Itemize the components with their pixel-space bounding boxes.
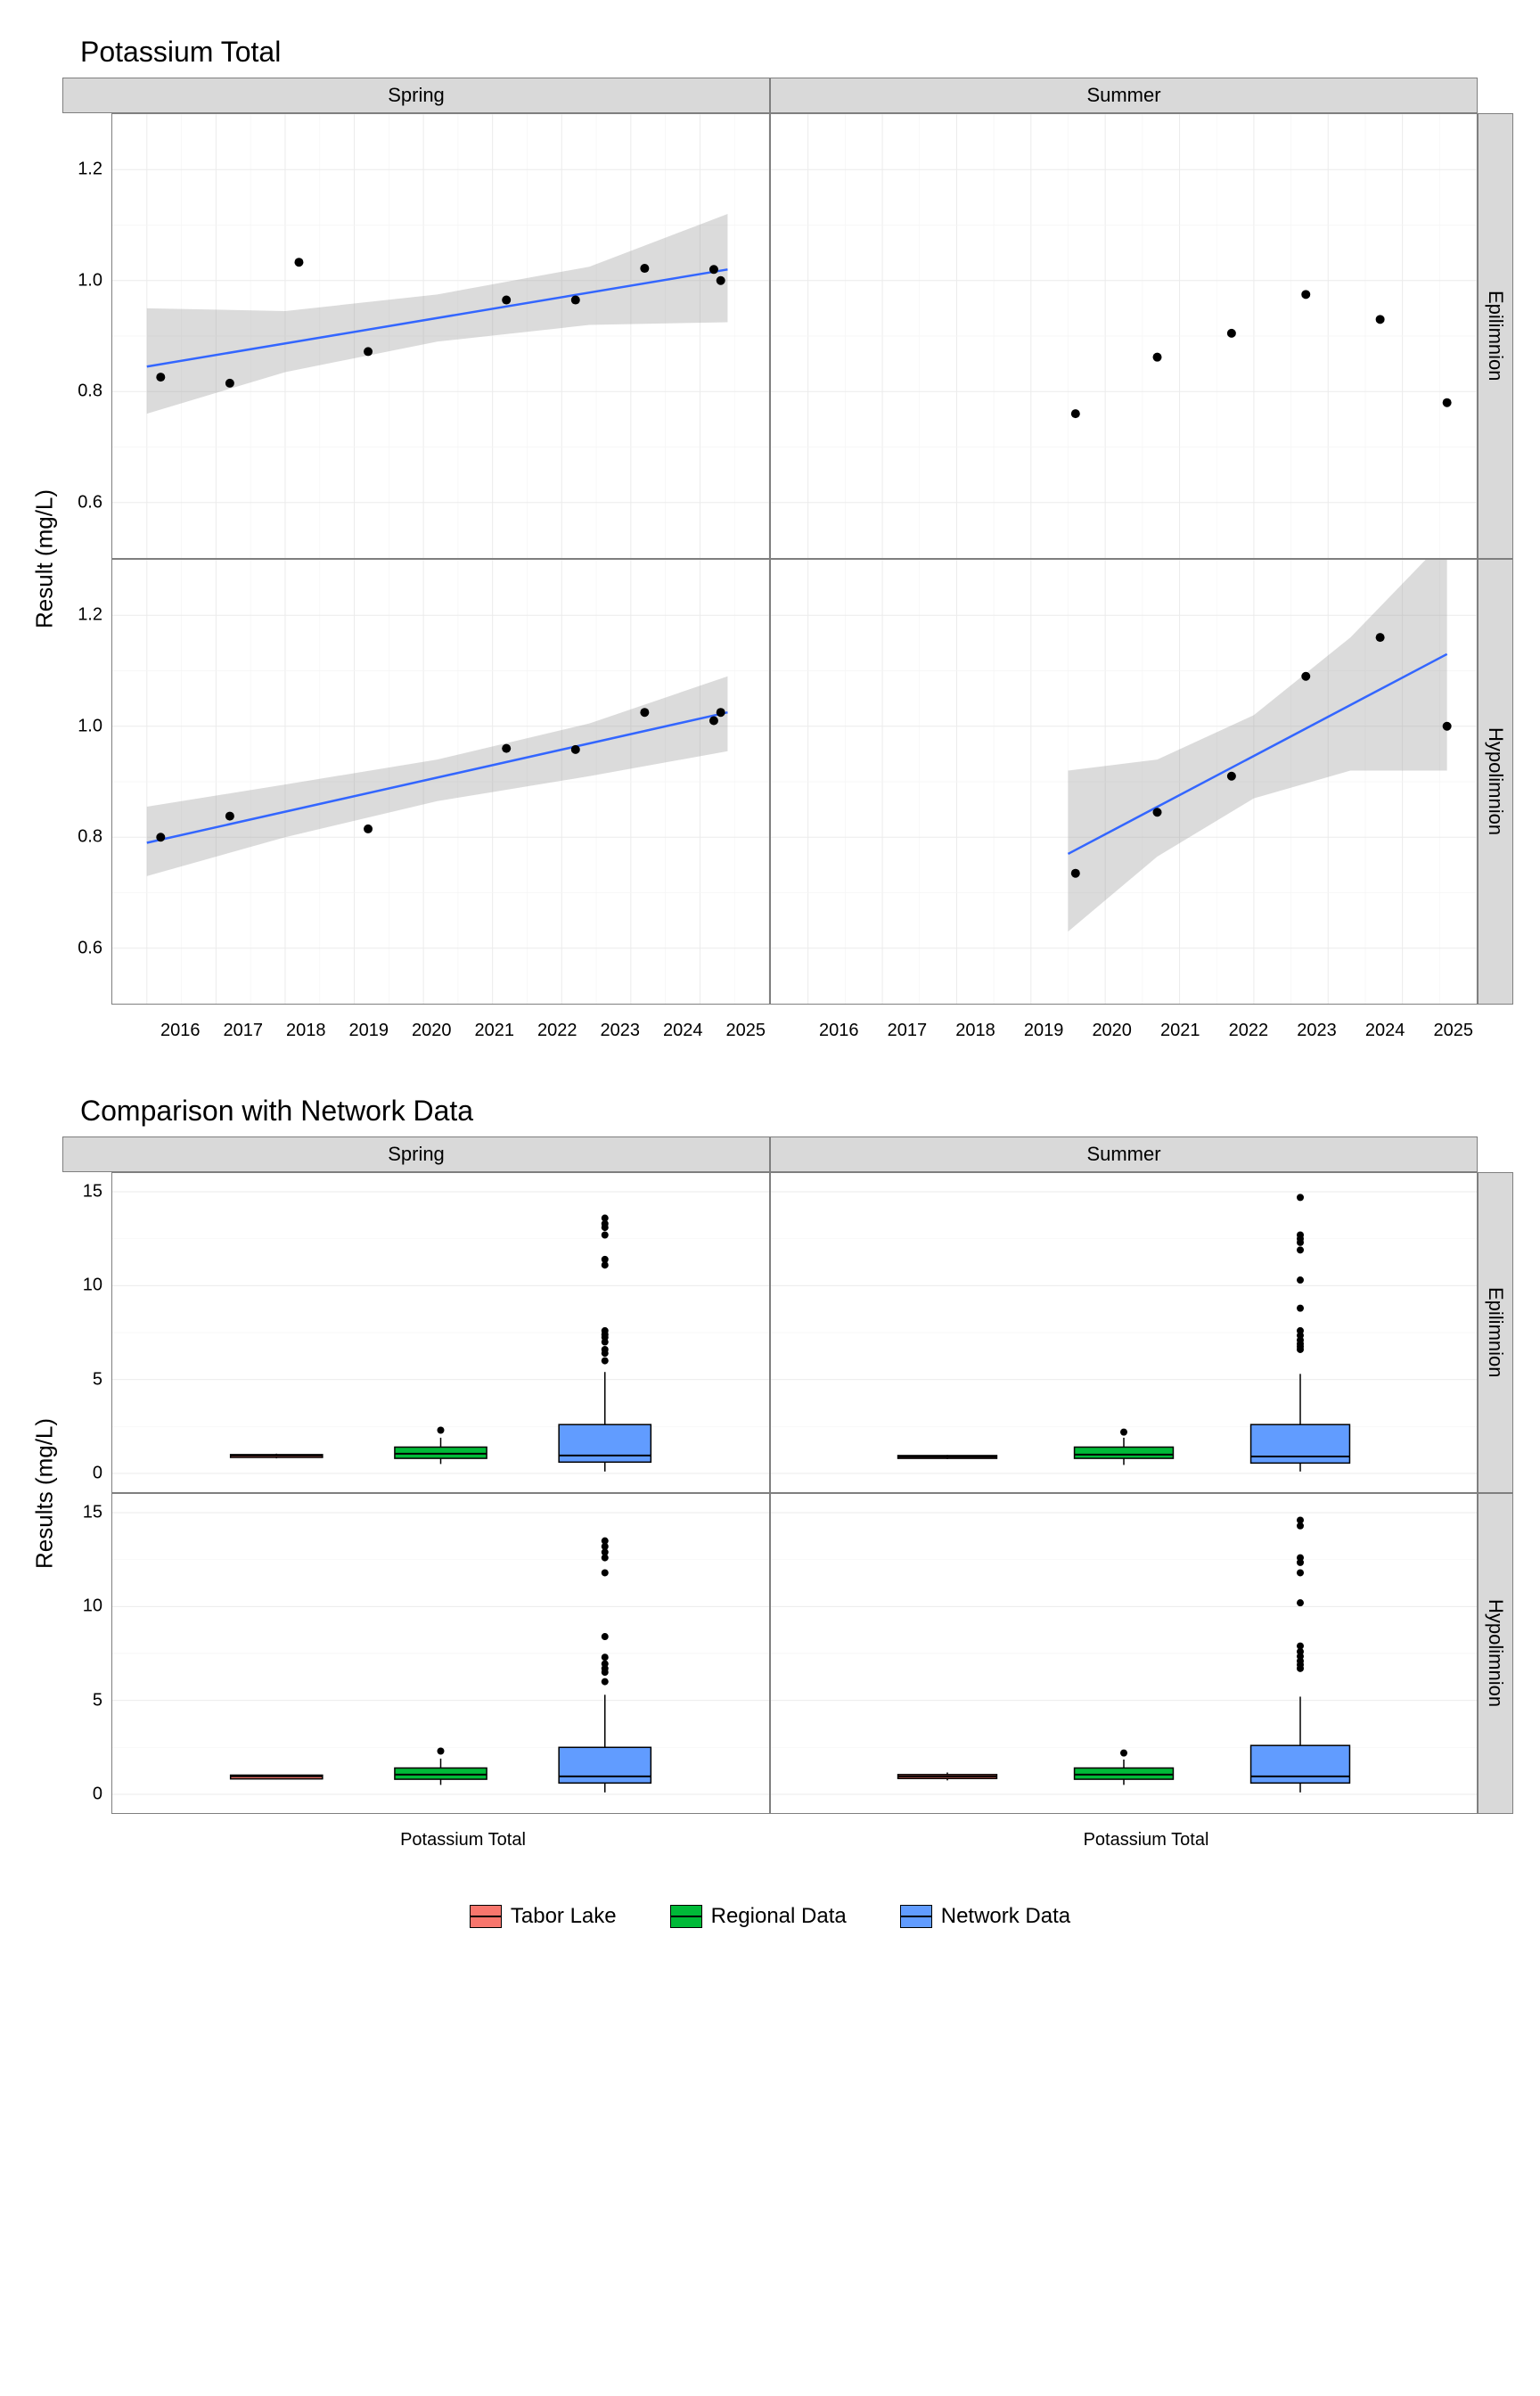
chart2-section: Comparison with Network Data Spring Summ…	[27, 1095, 1513, 1850]
chart2-xcat-2: Potassium Total	[1084, 1830, 1209, 1850]
chart1-panel-summer-epi	[770, 113, 1478, 559]
legend: Tabor Lake Regional Data Network Data	[27, 1904, 1513, 1929]
chart1-panel-summer-hypo	[770, 559, 1478, 1005]
chart2-panel-spring-epi: 151050	[111, 1172, 770, 1493]
chart2-facet-grid: Spring Summer Results (mg/L) 151050 Epil…	[27, 1136, 1513, 1814]
chart2-panel-summer-hypo	[770, 1493, 1478, 1814]
chart2-row-header-hypo: Hypolimnion	[1478, 1493, 1513, 1814]
chart1-row-header-epi: Epilimnion	[1478, 113, 1513, 559]
chart2-title: Comparison with Network Data	[80, 1095, 1513, 1128]
chart2-y-label: Results (mg/L)	[27, 1172, 62, 1814]
legend-label: Network Data	[941, 1904, 1070, 1929]
chart2-col-header-summer: Summer	[770, 1136, 1478, 1172]
chart1-panel-spring-hypo: 1.21.00.80.6	[111, 559, 770, 1005]
legend-item: Network Data	[900, 1904, 1070, 1929]
legend-label: Regional Data	[711, 1904, 847, 1929]
chart1-panel-spring-epi: 1.21.00.80.6	[111, 113, 770, 559]
chart1-section: Potassium Total Spring Summer Result (mg…	[27, 36, 1513, 1041]
chart1-y-label: Result (mg/L)	[27, 113, 62, 1005]
legend-swatch	[470, 1905, 502, 1928]
legend-item: Regional Data	[670, 1904, 847, 1929]
chart1-title: Potassium Total	[80, 36, 1513, 69]
chart2-panel-spring-hypo: 151050	[111, 1493, 770, 1814]
chart2-x-axis: Potassium Total Potassium Total	[27, 1823, 1513, 1850]
chart1-col-header-spring: Spring	[62, 78, 770, 113]
chart2-panel-summer-epi	[770, 1172, 1478, 1493]
legend-swatch	[900, 1905, 932, 1928]
chart1-col-header-summer: Summer	[770, 78, 1478, 113]
chart2-col-header-spring: Spring	[62, 1136, 770, 1172]
chart1-facet-grid: Spring Summer Result (mg/L) 1.21.00.80.6…	[27, 78, 1513, 1005]
chart1-row-header-hypo: Hypolimnion	[1478, 559, 1513, 1005]
chart2-row-header-epi: Epilimnion	[1478, 1172, 1513, 1493]
chart1-x-axis: 2016201720182019202020212022202320242025…	[27, 1013, 1513, 1041]
legend-label: Tabor Lake	[511, 1904, 617, 1929]
legend-item: Tabor Lake	[470, 1904, 617, 1929]
legend-swatch	[670, 1905, 702, 1928]
chart2-xcat-1: Potassium Total	[400, 1830, 526, 1850]
